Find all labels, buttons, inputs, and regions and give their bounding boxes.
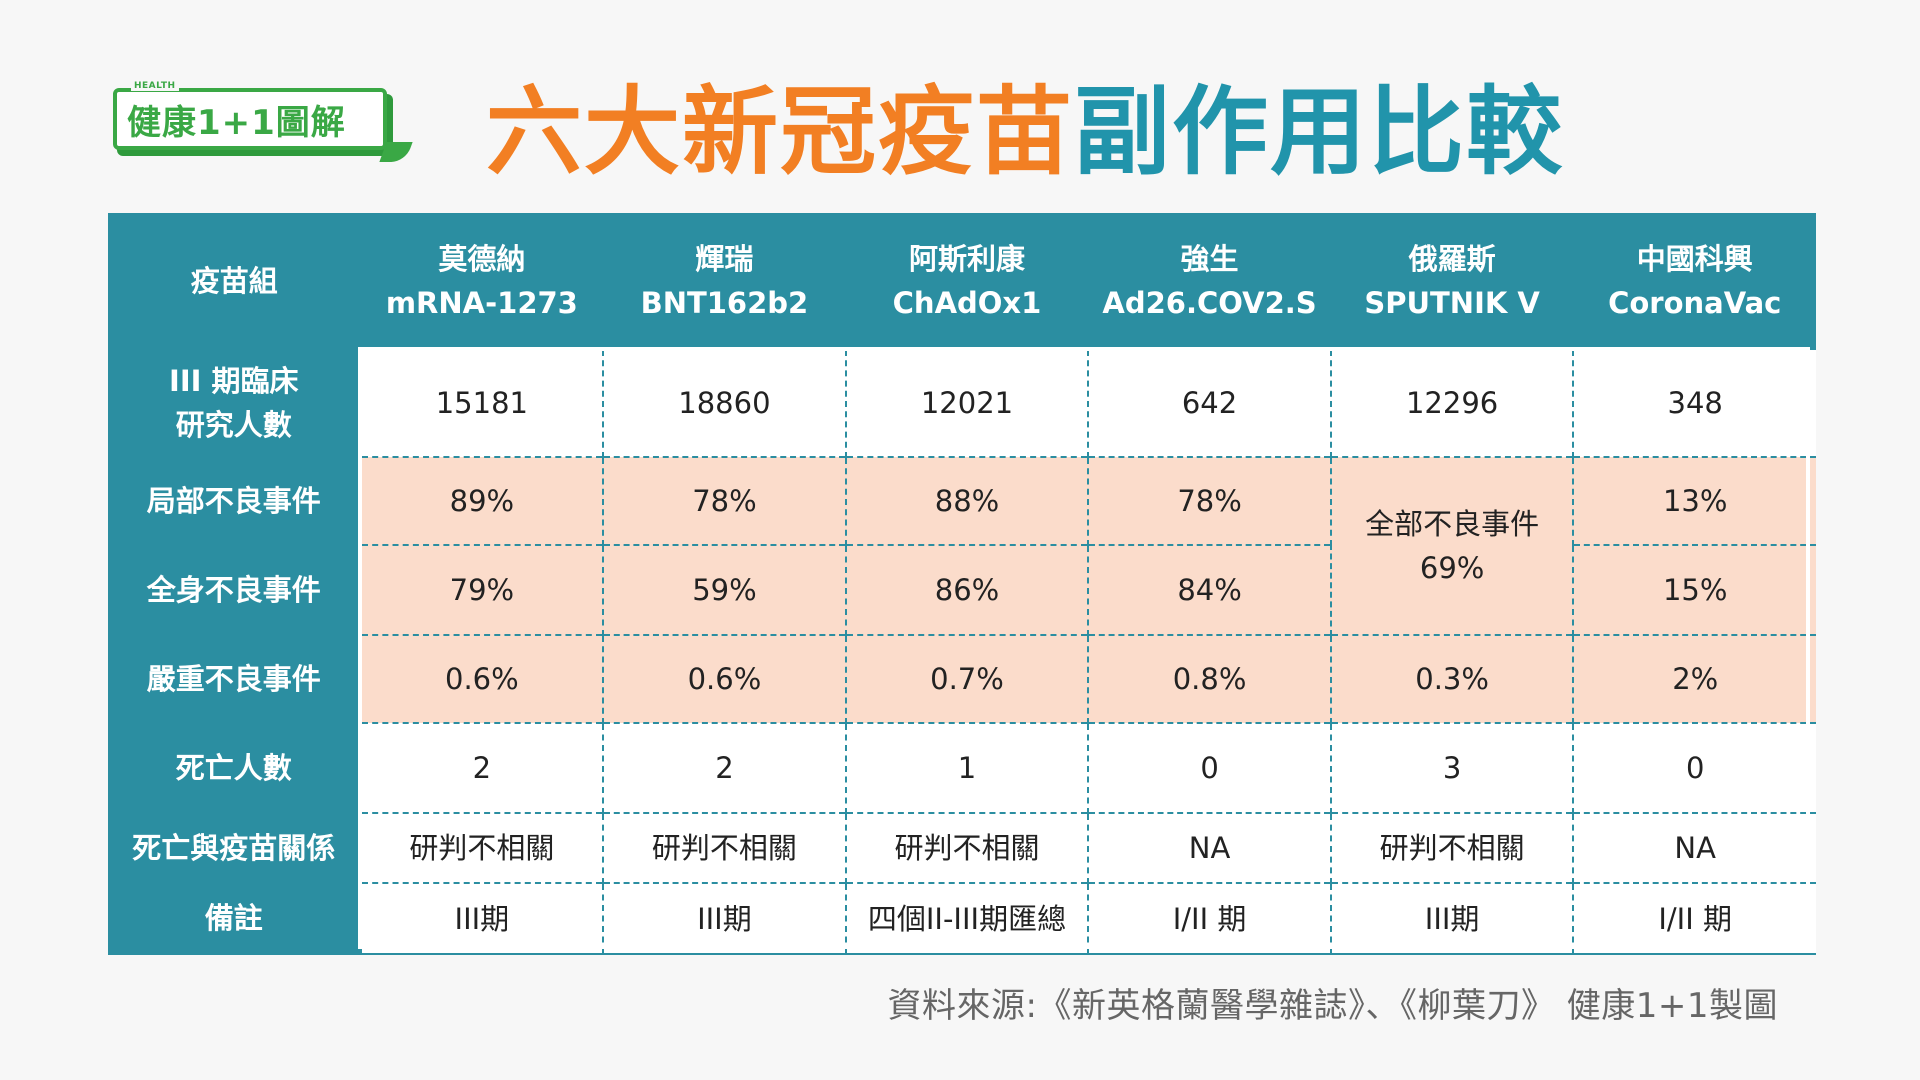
table-cell: 研判不相關 [602,812,846,883]
column-header-name: 俄羅斯 [1408,241,1496,276]
comparison-table: 疫苗組 莫德納 mRNA-1273 輝瑞 BNT162b2 阿斯利康 ChAdO… [108,213,1816,953]
table-cell: NA [1572,812,1816,883]
table-cell: III期 [602,882,846,953]
table-cell: 四個II-III期匯總 [844,882,1089,953]
column-header-name: 輝瑞 [695,241,754,276]
table-cell: 2% [1572,634,1816,723]
row-label-local-events: 局部不良事件 [146,484,321,518]
table-cell: 78% [1087,456,1331,545]
logo-leaf-icon [379,142,413,162]
table-cell: 12296 [1329,348,1574,457]
table-cell: 0.6% [359,634,604,723]
column-header-code: SPUTNIK V [1364,285,1540,320]
table-cell: 86% [844,544,1089,635]
brand-logo: HEALTH 健康1+1圖解 [113,81,413,162]
table-cell: 642 [1087,348,1331,457]
comparison-table-container: 疫苗組 莫德納 mRNA-1273 輝瑞 BNT162b2 阿斯利康 ChAdO… [108,213,1816,955]
table-cell: 2 [359,722,604,813]
row-label-line: 研究人數 [175,408,292,442]
table-row-systemic-events: 全身不良事件 79% 59% 86% 84% 15% [108,544,1816,635]
table-cell: 0 [1087,722,1331,813]
table-cell: 1 [844,722,1089,813]
table-cell: 3 [1329,722,1574,813]
table-cell: NA [1087,812,1331,883]
column-header-moderna: 莫德納 mRNA-1273 [361,213,604,349]
merged-cell-line: 全部不良事件 [1365,507,1540,541]
table-cell: 13% [1572,456,1816,545]
table-cell: 15181 [359,348,604,457]
table-cell: 研判不相關 [844,812,1089,883]
table-row-notes: 備註 III期 III期 四個II-III期匯總 I/II 期 III期 I/I… [108,882,1816,953]
table-cell-merged-all-events: 全部不良事件 69% [1329,456,1574,635]
table-cell: 研判不相關 [359,812,604,883]
table-cell: 78% [602,456,846,545]
row-label-notes: 備註 [204,901,263,935]
column-header-name: 阿斯利康 [908,241,1025,276]
table-cell: 15% [1572,544,1816,635]
table-cell: 2 [602,722,846,813]
table-cell: III期 [1329,882,1574,953]
table-row-death-relation: 死亡與疫苗關係 研判不相關 研判不相關 研判不相關 NA 研判不相關 NA [108,812,1816,883]
table-cell: 88% [844,456,1089,545]
column-header-jnj: 強生 Ad26.COV2.S [1088,213,1331,349]
table-cell: 84% [1087,544,1331,635]
title-part-orange: 六大新冠疫苗 [486,76,1074,188]
column-header-name: 莫德納 [438,241,526,276]
table-cell: 12021 [844,348,1089,457]
table-cell: 0 [1572,722,1816,813]
table-cell: III期 [359,882,604,953]
row-label-trial-size: III 期臨床 研究人數 [108,349,361,457]
table-cell: 研判不相關 [1329,812,1574,883]
table-row-local-events: 局部不良事件 89% 78% 88% 78% 全部不良事件 69% 13% [108,456,1816,635]
column-header-code: BNT162b2 [640,285,809,320]
table-cell: 0.8% [1087,634,1331,723]
table-cell: 0.3% [1329,634,1574,723]
table-cell: 0.6% [602,634,846,723]
table-row-trial-size: III 期臨床 研究人數 15181 18860 12021 642 12296… [108,348,1816,457]
logo-box: HEALTH 健康1+1圖解 [113,81,387,150]
page-title: 六大新冠疫苗副作用比較 [486,74,1564,190]
row-label-severe-events: 嚴重不良事件 [146,662,321,696]
title-part-blue: 副作用比較 [1074,76,1564,188]
logo-text: 健康1+1圖解 [127,102,346,143]
table-row-deaths: 死亡人數 2 2 1 0 3 0 [108,722,1816,813]
table-cell: 348 [1572,348,1816,457]
column-header-astrazeneca: 阿斯利康 ChAdOx1 [846,213,1089,349]
table-cell: 79% [359,544,604,635]
column-header-code: ChAdOx1 [892,285,1042,320]
row-label-deaths: 死亡人數 [175,751,292,785]
column-header-name: 中國科興 [1636,241,1753,276]
column-header-sputnik: 俄羅斯 SPUTNIK V [1331,213,1574,349]
column-header-name: 強生 [1180,241,1239,276]
table-row-severe-events: 嚴重不良事件 0.6% 0.6% 0.7% 0.8% 0.3% 2% [108,634,1816,723]
row-label-systemic-events: 全身不良事件 [146,573,321,607]
column-header-code: CoronaVac [1608,285,1782,320]
table-cell: 59% [602,544,846,635]
merged-cell-line: 69% [1419,551,1485,585]
corner-header: 疫苗組 [190,264,278,298]
table-cell: I/II 期 [1572,882,1816,953]
table-cell: I/II 期 [1087,882,1331,953]
row-label-death-relation: 死亡與疫苗關係 [132,831,336,865]
table-cell: 18860 [602,348,846,457]
table-cell: 0.7% [844,634,1089,723]
source-caption: 資料來源:《新英格蘭醫學雜誌》、《柳葉刀》 健康1+1製圖 [887,986,1778,1026]
logo-small-text: HEALTH [131,81,179,91]
column-header-code: mRNA-1273 [385,285,578,320]
row-label-line: III 期臨床 [169,364,299,398]
column-header-code: Ad26.COV2.S [1102,285,1317,320]
column-header-coronavac: 中國科興 CoronaVac [1573,213,1816,349]
table-cell: 89% [359,456,604,545]
column-header-pfizer: 輝瑞 BNT162b2 [603,213,846,349]
table-header-row: 疫苗組 莫德納 mRNA-1273 輝瑞 BNT162b2 阿斯利康 ChAdO… [108,213,1816,349]
